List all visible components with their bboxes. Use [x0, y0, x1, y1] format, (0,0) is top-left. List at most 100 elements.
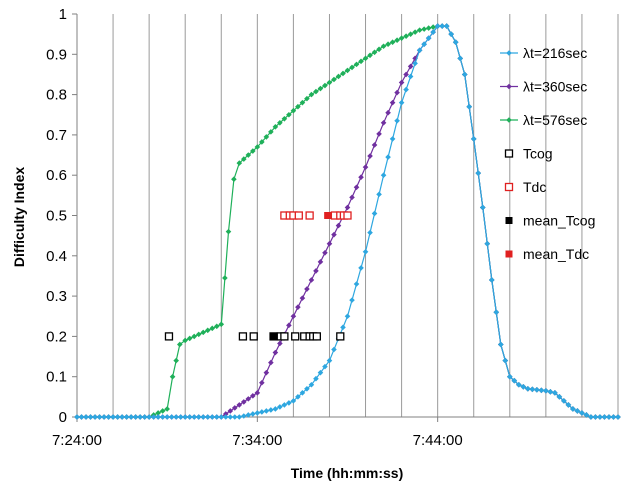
- legend-item: λt=576sec: [500, 112, 587, 128]
- data-point: [277, 340, 283, 347]
- data-point: [398, 79, 405, 86]
- data-point: [182, 414, 188, 420]
- data-point: [270, 332, 278, 340]
- data-point: [312, 332, 321, 341]
- data-point: [222, 275, 228, 281]
- data-point: [101, 414, 107, 420]
- data-point: [213, 323, 220, 330]
- legend-label: Tdc: [523, 179, 546, 195]
- data-point: [507, 373, 513, 380]
- data-point: [484, 240, 491, 247]
- data-point: [565, 402, 572, 408]
- data-point: [141, 414, 148, 420]
- data-point: [146, 414, 152, 420]
- data-point: [200, 329, 207, 336]
- data-point: [561, 398, 567, 404]
- data-point: [304, 385, 310, 392]
- data-point: [317, 369, 324, 376]
- data-point: [398, 35, 405, 41]
- data-point: [313, 375, 319, 382]
- y-tick-label: 0.6: [46, 167, 67, 184]
- data-point: [308, 91, 315, 98]
- x-tick-label: 7:24:00: [52, 432, 102, 449]
- data-point: [222, 414, 229, 420]
- data-point: [425, 25, 432, 31]
- data-point: [74, 414, 80, 420]
- y-tick-label: 0.9: [46, 46, 67, 63]
- data-point: [200, 414, 207, 420]
- data-point: [358, 265, 364, 271]
- data-point: [254, 144, 261, 150]
- x-tick-label: 7:34:00: [232, 432, 282, 449]
- data-point: [249, 332, 258, 341]
- data-point: [132, 414, 139, 420]
- data-point: [344, 313, 351, 320]
- data-point: [159, 414, 166, 420]
- data-point: [259, 379, 265, 386]
- y-tick-label: 0.8: [46, 87, 67, 104]
- data-point: [516, 381, 522, 388]
- data-point: [263, 369, 270, 376]
- series-4: [280, 211, 352, 220]
- data-point: [371, 49, 378, 56]
- data-point: [313, 268, 319, 274]
- y-tick-label: 0.3: [46, 288, 67, 305]
- data-point: [376, 131, 382, 137]
- data-point: [245, 152, 252, 158]
- data-point: [615, 414, 621, 420]
- y-tick-label: 1: [59, 6, 67, 23]
- data-point: [290, 313, 297, 320]
- data-point: [294, 211, 303, 220]
- tick-labels: 0 0.1 0.2 0.3 0.4 0.5 0.6 0.7 0.8 0.9 1 7:24:00 7:34…: [46, 6, 463, 449]
- data-point: [241, 413, 247, 419]
- data-point: [344, 67, 351, 74]
- data-point: [227, 414, 234, 420]
- data-point: [371, 142, 378, 148]
- data-point: [286, 400, 292, 406]
- data-point: [105, 414, 112, 420]
- data-point: [186, 414, 193, 420]
- data-point: [272, 349, 279, 356]
- data-point: [367, 229, 373, 236]
- data-point: [87, 414, 94, 420]
- y-tick-label: 0.7: [46, 127, 67, 144]
- data-point: [344, 204, 351, 211]
- data-point: [416, 47, 423, 54]
- data-point: [592, 414, 599, 420]
- data-point: [385, 154, 391, 160]
- data-point: [403, 33, 409, 39]
- data-point: [552, 390, 558, 396]
- legend-marker: [505, 250, 513, 258]
- data-point: [231, 405, 238, 411]
- data-point: [529, 386, 536, 393]
- data-point: [588, 414, 594, 420]
- data-point: [543, 388, 549, 394]
- data-point: [407, 63, 414, 70]
- data-point: [475, 170, 482, 176]
- data-point: [290, 398, 297, 404]
- data-point: [263, 134, 270, 140]
- data-point: [394, 117, 400, 124]
- data-point: [583, 412, 590, 418]
- data-point: [272, 406, 279, 412]
- data-point: [606, 414, 612, 420]
- data-point: [195, 331, 202, 338]
- data-point: [209, 414, 216, 420]
- data-point: [164, 414, 170, 420]
- data-point: [340, 324, 346, 331]
- data-point: [150, 414, 157, 420]
- data-point: [168, 414, 175, 420]
- data-point: [159, 408, 166, 414]
- data-point: [349, 297, 355, 303]
- x-tick-label: 7:44:00: [413, 432, 463, 449]
- data-point: [308, 381, 315, 388]
- data-point: [155, 414, 161, 420]
- data-point: [317, 85, 324, 92]
- data-point: [241, 156, 247, 162]
- data-point: [322, 249, 328, 256]
- y-tick-label: 0.5: [46, 208, 67, 225]
- legend-marker: [504, 149, 514, 158]
- y-axis-title: Difficulty Index: [11, 167, 27, 268]
- data-point: [317, 259, 324, 265]
- data-point: [488, 277, 495, 283]
